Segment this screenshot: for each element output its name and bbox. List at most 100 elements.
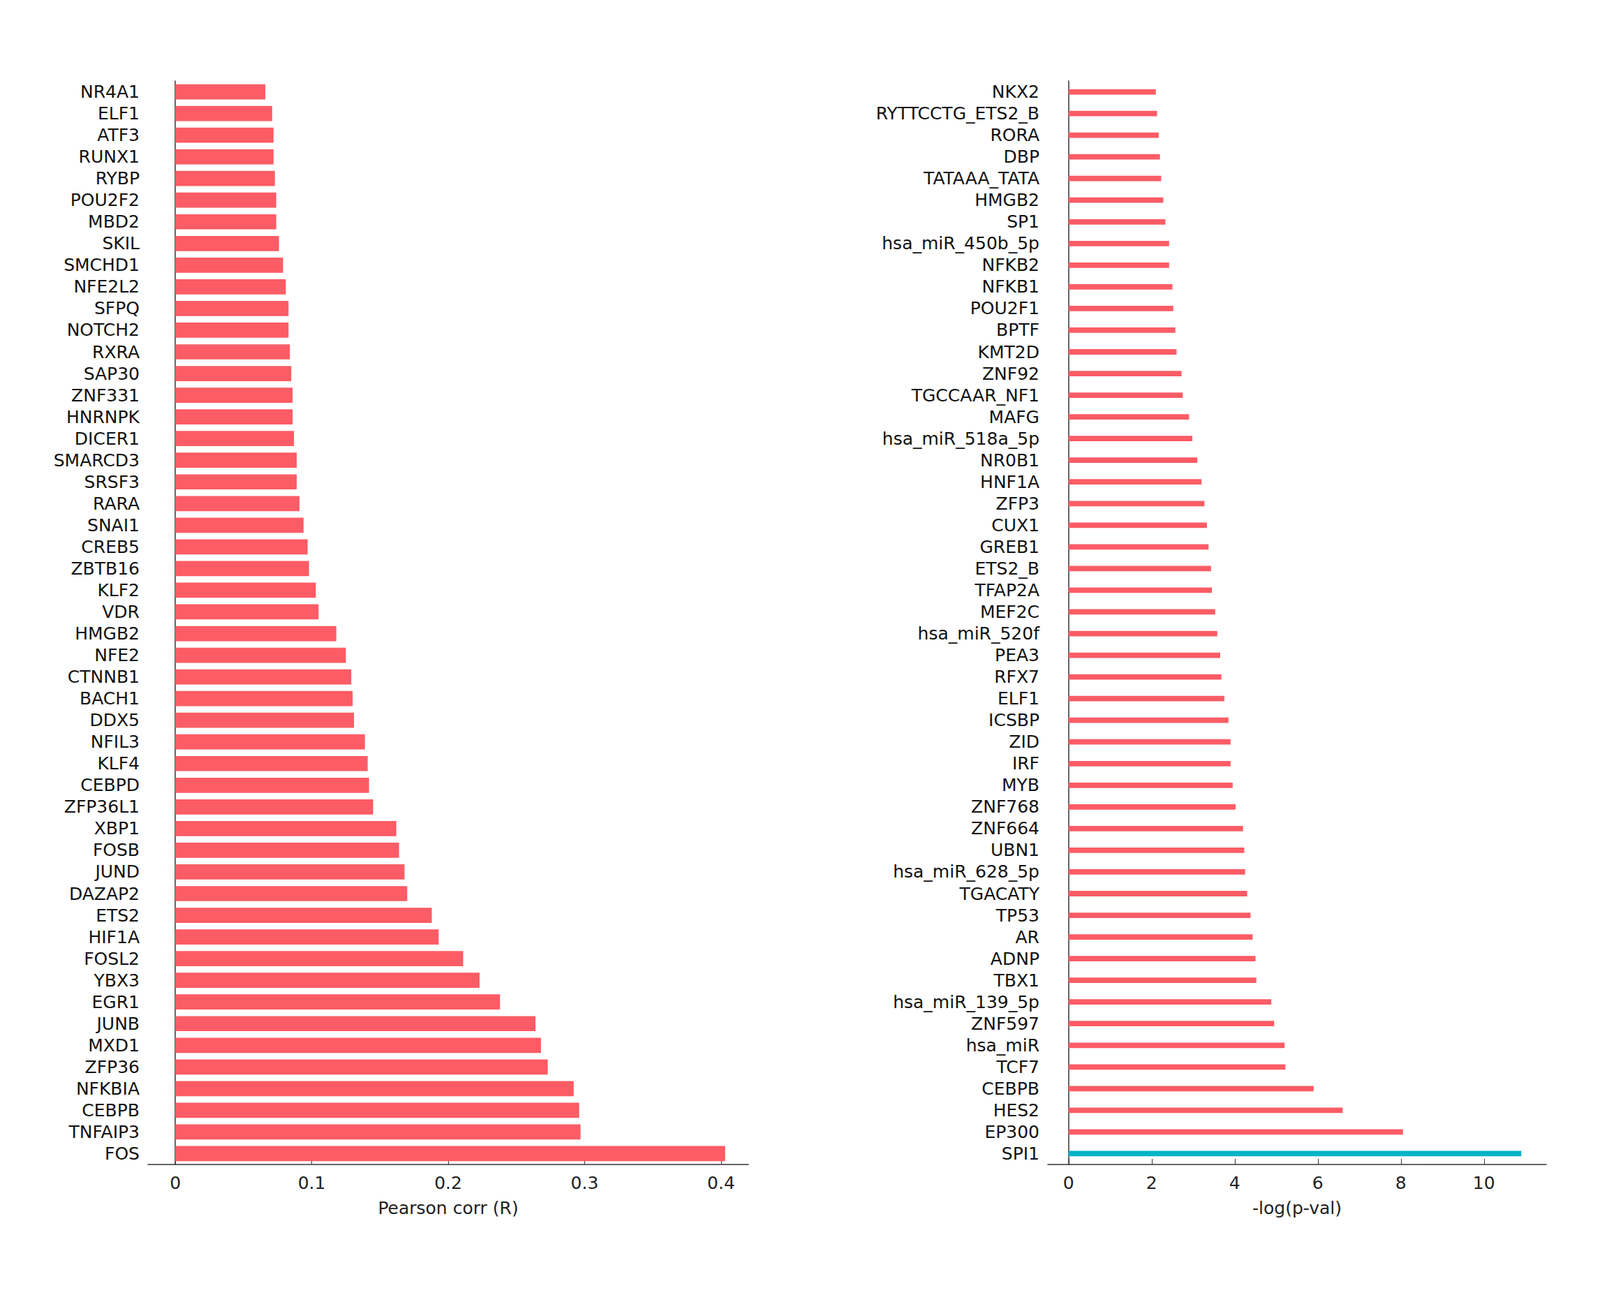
svg-text:hsa_miR_450b_5p: hsa_miR_450b_5p: [881, 233, 1040, 254]
svg-text:HES2: HES2: [993, 1100, 1040, 1121]
svg-text:0: 0: [169, 1172, 181, 1194]
svg-text:SAP30: SAP30: [83, 363, 140, 384]
svg-text:ICSBP: ICSBP: [988, 709, 1040, 731]
svg-text:NFIL3: NFIL3: [90, 731, 140, 752]
svg-text:ZNF664: ZNF664: [971, 818, 1040, 839]
svg-text:DDX5: DDX5: [89, 709, 140, 731]
svg-text:PEA3: PEA3: [994, 645, 1040, 666]
svg-text:CEBPB: CEBPB: [981, 1078, 1040, 1099]
svg-text:EP300: EP300: [984, 1121, 1040, 1143]
svg-text:hsa_miR_139_5p: hsa_miR_139_5p: [892, 991, 1040, 1013]
svg-text:ZNF768: ZNF768: [971, 796, 1040, 817]
svg-text:RARA: RARA: [92, 493, 140, 514]
svg-text:4: 4: [1229, 1172, 1241, 1194]
svg-text:RORA: RORA: [989, 124, 1040, 146]
svg-text:RYTTCCTG_ETS2_B: RYTTCCTG_ETS2_B: [876, 103, 1040, 124]
svg-text:CEBPD: CEBPD: [80, 774, 140, 796]
svg-text:0.4: 0.4: [707, 1172, 736, 1194]
svg-text:MAFG: MAFG: [989, 406, 1040, 428]
svg-text:ETS2_B: ETS2_B: [975, 558, 1041, 579]
svg-text:SMCHD1: SMCHD1: [63, 254, 140, 276]
svg-text:VDR: VDR: [101, 601, 140, 622]
svg-text:ELF1: ELF1: [97, 103, 140, 124]
svg-text:NFKB1: NFKB1: [981, 276, 1040, 297]
svg-text:JUND: JUND: [93, 861, 140, 882]
svg-text:TNFAIP3: TNFAIP3: [67, 1121, 140, 1143]
svg-text:IRF: IRF: [1012, 753, 1040, 774]
svg-text:KLF2: KLF2: [97, 580, 140, 601]
svg-text:0.3: 0.3: [571, 1172, 599, 1194]
svg-text:KMT2D: KMT2D: [978, 342, 1040, 363]
svg-text:DICER1: DICER1: [74, 428, 140, 449]
svg-text:XBP1: XBP1: [94, 818, 140, 839]
svg-text:NOTCH2: NOTCH2: [67, 319, 140, 340]
svg-text:HMGB2: HMGB2: [974, 189, 1040, 211]
svg-text:TP53: TP53: [995, 905, 1040, 926]
svg-text:CTNNB1: CTNNB1: [67, 666, 140, 687]
svg-text:NFKBIA: NFKBIA: [76, 1078, 140, 1099]
svg-text:ELF1: ELF1: [997, 688, 1040, 709]
svg-text:FOSL2: FOSL2: [83, 948, 140, 969]
svg-text:SNAI1: SNAI1: [87, 515, 140, 536]
svg-text:EGR1: EGR1: [92, 991, 140, 1013]
svg-text:TBX1: TBX1: [993, 970, 1040, 991]
svg-text:FOS: FOS: [104, 1143, 140, 1164]
svg-text:SFPQ: SFPQ: [94, 298, 140, 319]
svg-text:KLF4: KLF4: [97, 753, 140, 774]
svg-text:TGACATY: TGACATY: [959, 883, 1041, 905]
svg-text:NR4A1: NR4A1: [80, 81, 140, 102]
svg-text:SKIL: SKIL: [101, 233, 140, 254]
svg-text:ZID: ZID: [1008, 731, 1040, 752]
svg-text:NR0B1: NR0B1: [980, 450, 1040, 471]
svg-text:MYB: MYB: [1001, 774, 1040, 796]
svg-text:NFE2: NFE2: [94, 645, 140, 666]
svg-text:HIF1A: HIF1A: [87, 927, 140, 948]
svg-text:SP1: SP1: [1006, 211, 1040, 232]
svg-text:ZNF92: ZNF92: [982, 363, 1040, 384]
svg-text:ZNF331: ZNF331: [71, 385, 140, 406]
svg-text:MEF2C: MEF2C: [980, 601, 1040, 622]
svg-text:UBN1: UBN1: [990, 839, 1040, 861]
svg-text:HMGB2: HMGB2: [74, 623, 140, 644]
svg-text:ATF3: ATF3: [97, 124, 140, 146]
svg-text:SPI1: SPI1: [1001, 1143, 1040, 1164]
svg-text:ZBTB16: ZBTB16: [70, 558, 140, 579]
svg-text:POU2F2: POU2F2: [70, 189, 140, 211]
svg-text:NFKB2: NFKB2: [981, 254, 1040, 276]
svg-text:CREB5: CREB5: [80, 536, 140, 558]
svg-text:6: 6: [1312, 1172, 1324, 1194]
svg-text:GREB1: GREB1: [979, 536, 1040, 558]
svg-text:2: 2: [1146, 1172, 1158, 1194]
svg-text:MXD1: MXD1: [87, 1035, 140, 1056]
svg-text:0.1: 0.1: [298, 1172, 327, 1194]
svg-text:NKX2: NKX2: [991, 81, 1040, 102]
svg-text:MBD2: MBD2: [87, 211, 140, 232]
svg-text:0: 0: [1063, 1172, 1075, 1194]
svg-text:TCF7: TCF7: [995, 1056, 1040, 1078]
svg-text:HNRNPK: HNRNPK: [66, 406, 141, 428]
svg-text:YBX3: YBX3: [93, 970, 140, 991]
svg-text:CUX1: CUX1: [991, 515, 1040, 536]
svg-text:FOSB: FOSB: [92, 839, 140, 861]
svg-text:Pearson corr (R): Pearson corr (R): [377, 1197, 518, 1219]
svg-text:DBP: DBP: [1003, 146, 1040, 167]
svg-text:hsa_miR_628_5p: hsa_miR_628_5p: [892, 861, 1040, 882]
svg-text:TGCCAAR_NF1: TGCCAAR_NF1: [910, 385, 1040, 406]
svg-text:-log(p-val): -log(p-val): [1252, 1197, 1342, 1219]
svg-text:hsa_miR_518a_5p: hsa_miR_518a_5p: [882, 428, 1040, 449]
svg-text:HNF1A: HNF1A: [980, 471, 1040, 493]
svg-text:8: 8: [1395, 1172, 1407, 1194]
svg-text:BACH1: BACH1: [79, 688, 140, 709]
svg-text:ZNF597: ZNF597: [971, 1013, 1040, 1034]
svg-text:RUNX1: RUNX1: [78, 146, 140, 167]
svg-text:NFE2L2: NFE2L2: [73, 276, 140, 297]
svg-text:TATAAA_TATA: TATAAA_TATA: [922, 168, 1040, 189]
svg-text:0.2: 0.2: [434, 1172, 463, 1194]
svg-text:JUNB: JUNB: [94, 1013, 140, 1034]
svg-text:hsa_miR_520f: hsa_miR_520f: [917, 623, 1041, 644]
svg-text:ZFP36L1: ZFP36L1: [64, 796, 140, 817]
svg-text:BPTF: BPTF: [996, 319, 1040, 340]
svg-text:ADNP: ADNP: [990, 948, 1040, 969]
svg-text:hsa_miR: hsa_miR: [966, 1035, 1040, 1056]
svg-text:RFX7: RFX7: [994, 666, 1040, 687]
